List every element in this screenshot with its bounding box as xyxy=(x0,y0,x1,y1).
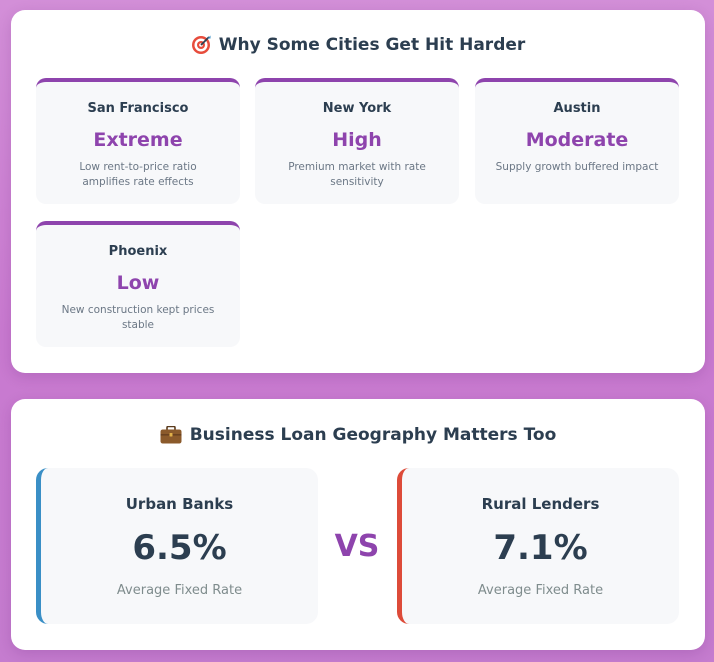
briefcase-icon xyxy=(160,425,182,444)
city-impact-level: Moderate xyxy=(525,129,629,151)
city-description: Low rent-to-price ratio amplifies rate e… xyxy=(79,161,197,188)
rate-value: 6.5% xyxy=(132,528,227,568)
city-name: San Francisco xyxy=(87,101,189,116)
cities-panel: Why Some Cities Get Hit Harder San Franc… xyxy=(11,10,705,373)
rate-card-title: Urban Banks xyxy=(125,495,234,513)
rate-caption: Average Fixed Rate xyxy=(116,583,243,598)
cities-title-text: Why Some Cities Get Hit Harder xyxy=(218,35,526,55)
rate-caption: Average Fixed Rate xyxy=(477,583,604,598)
cities-panel-title: Why Some Cities Get Hit Harder xyxy=(11,35,705,55)
business-loan-panel: Business Loan Geography Matters Too Urba… xyxy=(11,399,705,650)
city-card-phoenix: Phoenix Low New construction kept prices… xyxy=(36,221,240,347)
city-description: New construction kept prices stable xyxy=(61,304,215,331)
city-card-austin: Austin Moderate Supply growth buffered i… xyxy=(475,78,679,204)
city-name: New York xyxy=(322,101,392,116)
city-description: Supply growth buffered impact xyxy=(495,161,659,173)
city-card-new-york: New York High Premium market with rate s… xyxy=(255,78,459,204)
city-card-san-francisco: San Francisco Extreme Low rent-to-price … xyxy=(36,78,240,204)
city-impact-level: Extreme xyxy=(93,129,183,151)
city-impact-level: High xyxy=(332,129,382,151)
city-impact-level: Low xyxy=(116,272,160,294)
city-name: Austin xyxy=(553,101,601,116)
rural-lenders-card: Rural Lenders 7.1% Average Fixed Rate xyxy=(397,468,679,624)
city-description: Premium market with rate sensitivity xyxy=(288,161,426,188)
city-name: Phoenix xyxy=(108,244,168,259)
business-title-text: Business Loan Geography Matters Too xyxy=(189,425,557,445)
rate-card-title: Rural Lenders xyxy=(481,495,600,513)
rate-value: 7.1% xyxy=(493,528,588,568)
target-icon xyxy=(191,35,211,55)
vs-label: VS xyxy=(334,529,380,564)
urban-banks-card: Urban Banks 6.5% Average Fixed Rate xyxy=(36,468,318,624)
business-panel-title: Business Loan Geography Matters Too xyxy=(11,425,705,445)
